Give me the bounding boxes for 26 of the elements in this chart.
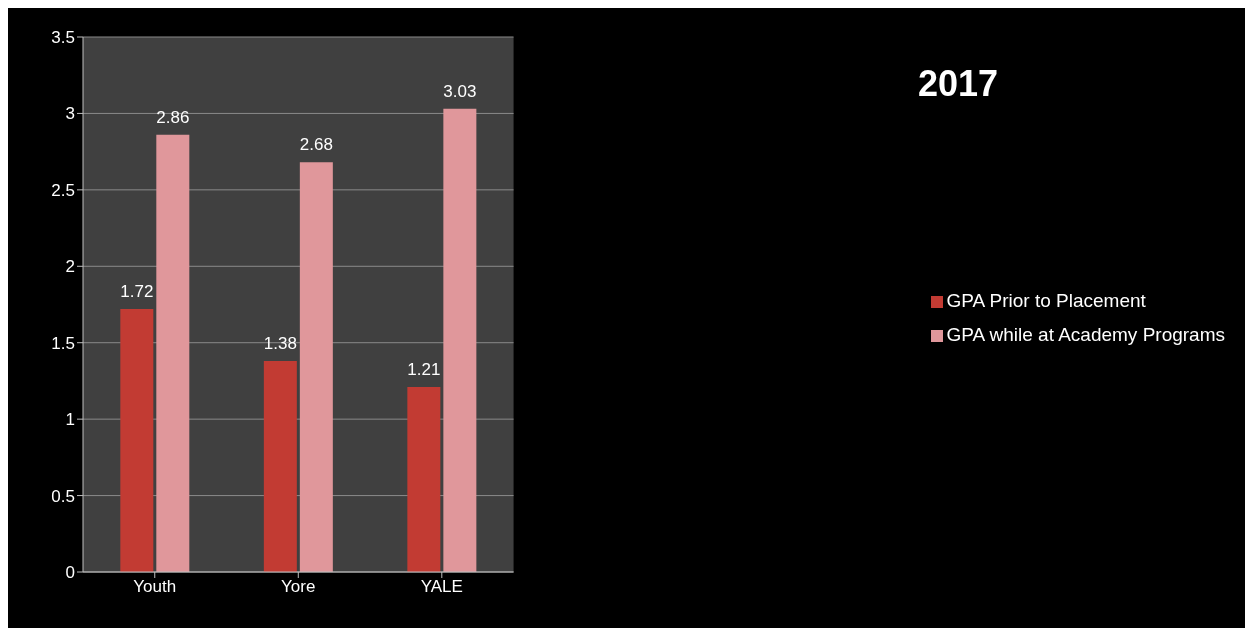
y-tick-label: 1: [65, 410, 75, 430]
bar: [263, 361, 297, 572]
y-tick-label: 0.5: [51, 486, 75, 506]
x-tick-label: Youth: [133, 577, 177, 597]
data-label: 1.38: [263, 334, 297, 354]
y-tick-label: 3.5: [51, 28, 75, 48]
data-label: 2.68: [299, 135, 333, 155]
text: 2017: [918, 63, 999, 105]
bar: [443, 108, 477, 572]
data-label: 1.72: [120, 282, 154, 302]
bar: [120, 309, 154, 572]
bar: [407, 387, 441, 572]
data-label: 1.21: [407, 360, 441, 380]
y-tick-label: 1.5: [51, 333, 75, 353]
bar: [156, 134, 190, 572]
legend-label: GPA Prior to Placement: [946, 290, 1146, 311]
x-tick-label: YALE: [420, 577, 463, 597]
legend-label: GPA while at Academy Programs: [946, 324, 1225, 345]
y-tick-label: 2.5: [51, 180, 75, 200]
x-tick-label: Yore: [281, 577, 316, 597]
y-tick-label: 2: [65, 257, 75, 277]
y-tick-label: 3: [65, 104, 75, 124]
data-label: 2.86: [156, 107, 190, 127]
y-tick-label: 0: [65, 563, 75, 583]
bar: [299, 162, 333, 572]
data-label: 3.03: [443, 81, 477, 101]
